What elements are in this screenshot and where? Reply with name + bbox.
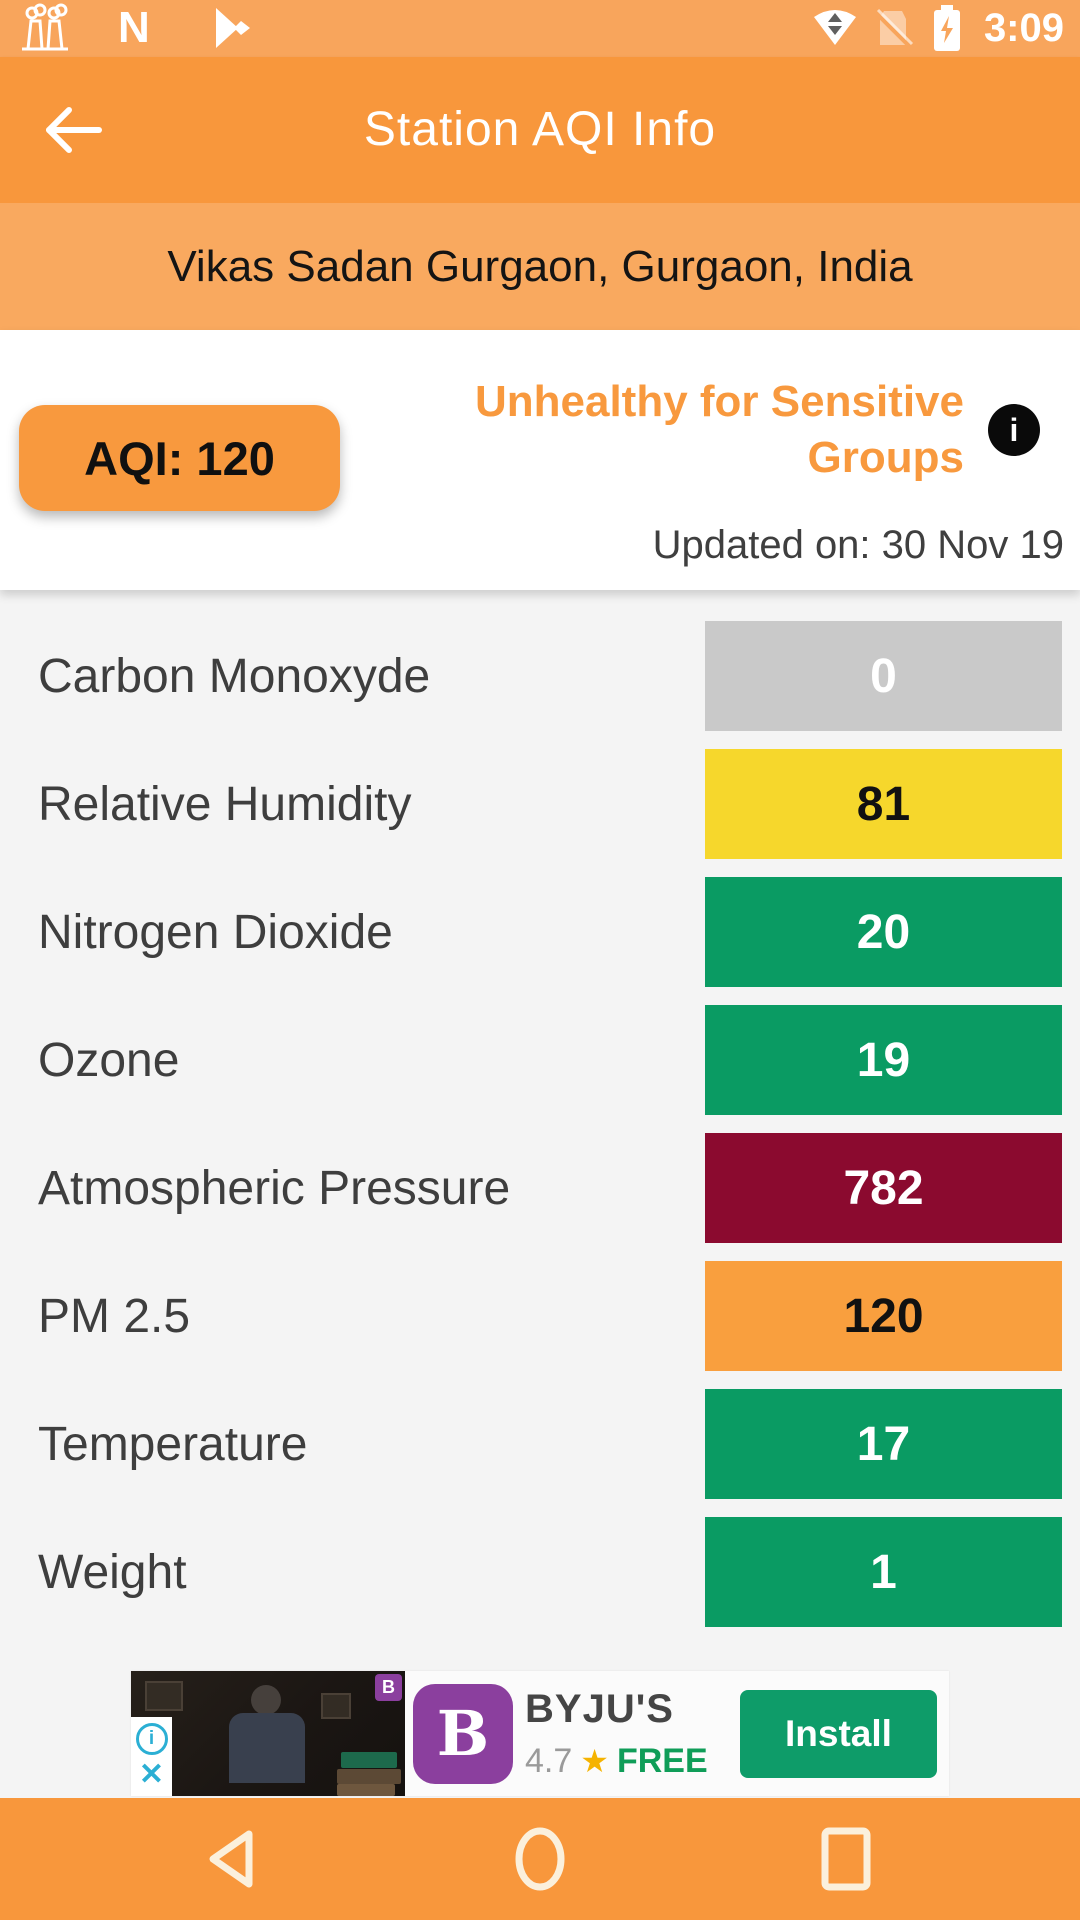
aqi-condition-text: Unhealthy for Sensitive Groups [424, 374, 964, 486]
android-nav-bar [0, 1798, 1080, 1920]
nav-home-button[interactable] [508, 1826, 572, 1892]
measurement-label: PM 2.5 [38, 1289, 191, 1343]
measurement-value-bar[interactable]: 782 [705, 1133, 1062, 1243]
adchoices-info-glyph: i [148, 1727, 155, 1749]
page-title: Station AQI Info [363, 103, 717, 156]
measurement-value-bar[interactable]: 0 [705, 621, 1062, 731]
measurement-row: Relative Humidity 81 [0, 740, 1080, 868]
no-sim-icon [872, 4, 914, 52]
aqi-condition-line1: Unhealthy for Sensitive [474, 377, 964, 426]
ad-rating-row: 4.7 ★ FREE [525, 1742, 708, 1781]
measurement-label: Relative Humidity [38, 777, 412, 831]
ad-close-icon[interactable]: ✕ [138, 1758, 165, 1792]
ad-thumb-books [337, 1784, 395, 1796]
measurement-row: Nitrogen Dioxide 20 [0, 868, 1080, 996]
ad-banner: B i ✕ B BYJU'S 4.7 ★ FREE Install [131, 1671, 949, 1796]
ad-thumb-books [337, 1769, 401, 1784]
ad-app-logo[interactable]: B [413, 1683, 513, 1784]
battery-charging-icon [932, 4, 962, 52]
measurements-list: Carbon Monoxyde 0 Relative Humidity 81 Nitro… [0, 612, 1080, 1636]
measurement-value: 81 [856, 777, 911, 831]
back-button[interactable] [38, 97, 108, 163]
measurement-label: Carbon Monoxyde [38, 649, 431, 703]
measurement-label: Weight [38, 1545, 187, 1599]
measurement-value: 19 [856, 1033, 911, 1087]
star-icon: ★ [580, 1743, 609, 1779]
ad-price-label: FREE [616, 1741, 708, 1780]
back-arrow-icon [46, 107, 102, 153]
measurement-row: Carbon Monoxyde 0 [0, 612, 1080, 740]
measurement-value-bar[interactable]: 17 [705, 1389, 1062, 1499]
measurement-value: 782 [843, 1161, 924, 1215]
info-icon-glyph: i [1009, 411, 1019, 448]
measurement-value-bar[interactable]: 19 [705, 1005, 1062, 1115]
measurement-value-bar[interactable]: 20 [705, 877, 1062, 987]
ad-text-block: BYJU'S 4.7 ★ FREE [525, 1687, 708, 1781]
ad-video-thumbnail[interactable]: B i ✕ [131, 1671, 405, 1796]
aqi-summary-card: AQI: 120 Unhealthy for Sensitive Groups … [0, 330, 1080, 590]
ad-thumb-person-body [229, 1713, 305, 1783]
measurement-row: Temperature 17 [0, 1380, 1080, 1508]
measurement-label: Nitrogen Dioxide [38, 905, 393, 959]
status-time: 3:09 [983, 6, 1064, 50]
updated-timestamp: Updated on: 30 Nov 19 [652, 523, 1064, 567]
adchoices-info-icon[interactable]: i [135, 1722, 168, 1755]
measurement-value: 120 [843, 1289, 924, 1343]
nav-back-button[interactable] [199, 1826, 263, 1892]
measurement-label: Ozone [38, 1033, 180, 1087]
info-icon[interactable]: i [988, 404, 1040, 456]
measurement-value: 20 [856, 905, 911, 959]
measurement-label: Temperature [38, 1417, 308, 1471]
nav-recents-button[interactable] [814, 1826, 878, 1892]
ad-rating-value: 4.7 [525, 1741, 573, 1780]
station-banner: Vikas Sadan Gurgaon, Gurgaon, India [0, 203, 1080, 330]
measurement-row: Atmospheric Pressure 782 [0, 1124, 1080, 1252]
ad-brand-badge: B [375, 1674, 402, 1701]
install-button-label: Install [785, 1712, 892, 1754]
aqi-value-badge[interactable]: AQI: 120 [19, 405, 340, 511]
play-store-icon [208, 4, 256, 52]
measurement-label: Atmospheric Pressure [38, 1161, 511, 1215]
app-bar: Station AQI Info [0, 57, 1080, 203]
ad-thumb-frame-decor [145, 1681, 183, 1711]
nav-home-icon [515, 1827, 565, 1891]
android-n-icon: N [118, 3, 150, 52]
status-bar: N [0, 0, 1080, 57]
wifi-transfer-icon [812, 4, 858, 52]
ad-logo-letter: B [436, 1697, 490, 1770]
factory-notification-icon [16, 3, 72, 52]
measurement-row: PM 2.5 120 [0, 1252, 1080, 1380]
ad-thumb-person [251, 1685, 281, 1715]
measurement-row: Ozone 19 [0, 996, 1080, 1124]
measurement-value: 1 [870, 1545, 897, 1599]
nav-recents-icon [821, 1827, 871, 1891]
adchoices-panel: i ✕ [131, 1717, 172, 1796]
measurement-row: Weight 1 [0, 1508, 1080, 1636]
measurement-value-bar[interactable]: 81 [705, 749, 1062, 859]
ad-thumb-books [341, 1752, 397, 1768]
nav-back-icon [209, 1830, 253, 1888]
station-name: Vikas Sadan Gurgaon, Gurgaon, India [167, 241, 913, 291]
ad-app-name[interactable]: BYJU'S [525, 1686, 674, 1731]
measurement-value-bar[interactable]: 1 [705, 1517, 1062, 1627]
measurement-value: 17 [856, 1417, 911, 1471]
measurement-value-bar[interactable]: 120 [705, 1261, 1062, 1371]
aqi-value-label: AQI: 120 [84, 431, 275, 485]
aqi-condition-line2: Groups [807, 433, 964, 482]
ad-thumb-frame-decor [321, 1693, 351, 1719]
measurement-value: 0 [870, 649, 897, 703]
install-button[interactable]: Install [740, 1689, 937, 1778]
